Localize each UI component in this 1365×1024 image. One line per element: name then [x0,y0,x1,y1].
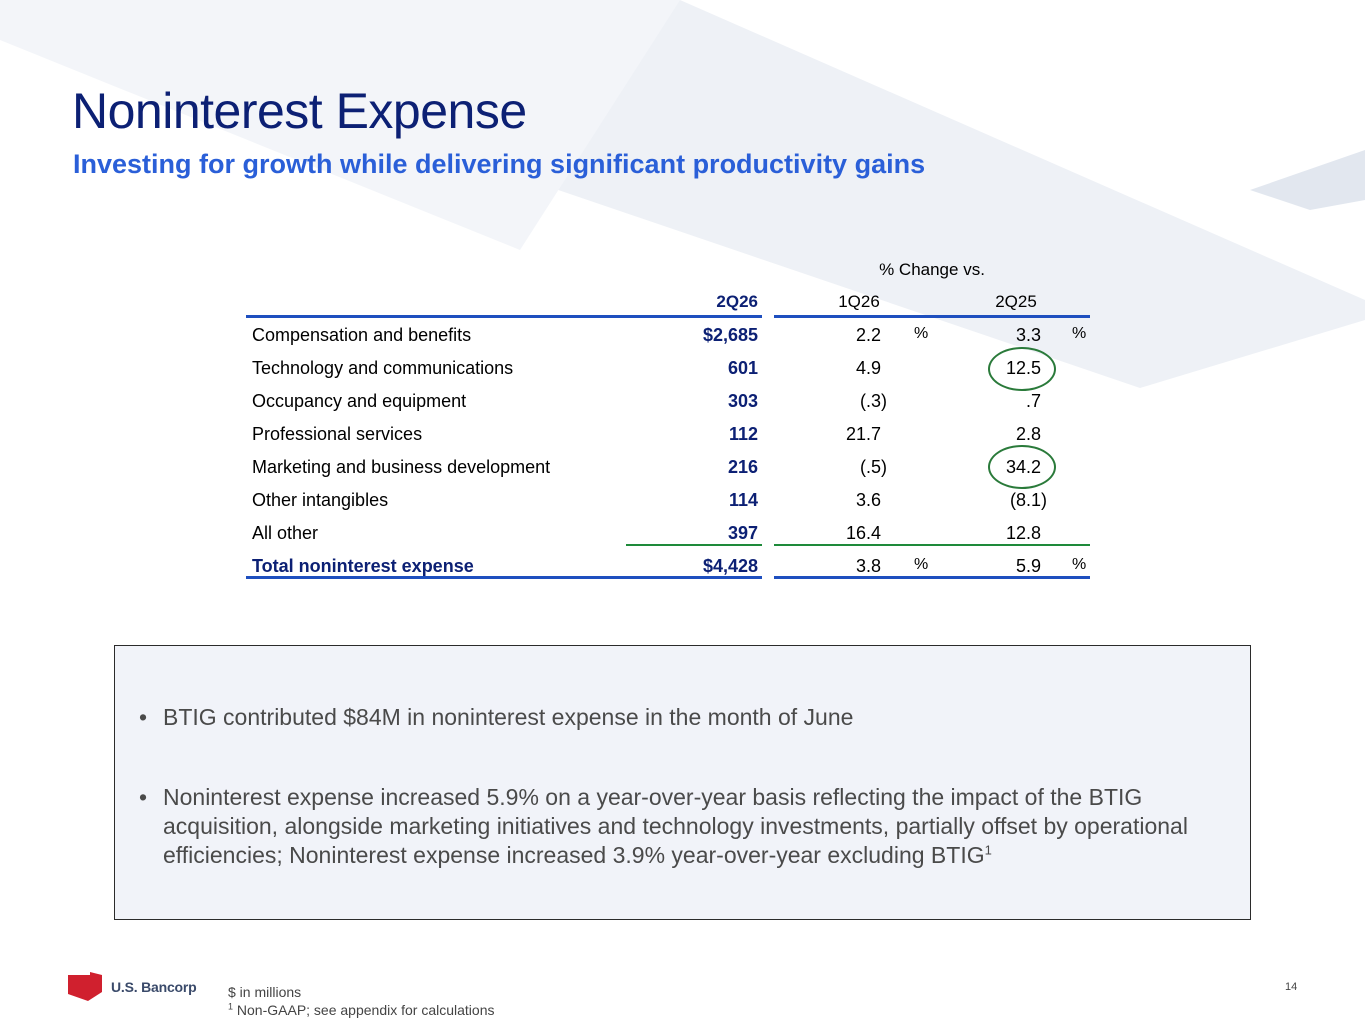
table-row: Other intangibles 114 3.6 (8.1) [246,484,1096,517]
value-2q26: 601 [727,358,758,378]
highlight-circle [988,347,1056,391]
page-number: 14 [1285,981,1298,993]
change-2q25: 5.9 [1015,556,1041,576]
bullet-text: BTIG contributed $84M in noninterest exp… [163,704,854,730]
page-subtitle: Investing for growth while delivering si… [73,149,926,179]
col-header-1q26: 1Q26 [838,292,880,311]
shield-logo-icon [68,972,102,1001]
value-2q26: 114 [728,490,758,510]
row-label: Technology and communications [252,358,514,378]
total-rule-right [774,544,1090,546]
page-title: Noninterest Expense [72,83,527,139]
bottom-rule-right [774,576,1090,579]
change-2q25: 2.8 [1015,424,1041,444]
table-row: Technology and communications 601 4.9 12… [246,352,1096,385]
change-1q26: 2.2 [855,325,881,345]
change-2q25: .7 [1025,391,1041,411]
change-2q25: 12.8 [1005,523,1041,543]
change-2q25: (8.1) [1009,490,1047,510]
change-1q26: 16.4 [845,523,881,543]
change-2q25: 3.3 [1015,325,1041,345]
change-1q26: 21.7 [845,424,881,444]
value-2q26: 303 [727,391,758,411]
footnote-text: Non-GAAP; see appendix for calculations [233,1002,495,1018]
row-label: Total noninterest expense [252,556,474,576]
commentary-box: • BTIG contributed $84M in noninterest e… [114,645,1251,920]
table-row: All other 397 16.4 12.8 [246,517,1096,550]
change-1q26: (.5) [860,457,887,477]
change-header: % Change vs. [879,260,985,279]
highlight-circle [988,445,1056,489]
bullet-dot: • [139,784,148,810]
change-1q26: 3.6 [855,490,881,510]
bullet-text-wrapper: Noninterest expense increased 5.9% on a … [139,783,1219,870]
row-label: Other intangibles [252,490,389,510]
table-row: Marketing and business development 216 (… [246,451,1096,484]
table-row-total: Total noninterest expense $4,428 3.8 % 5… [246,550,1096,583]
footnotes: $ in millions 1 Non-GAAP; see appendix f… [228,983,495,1019]
col-header-2q25: 2Q25 [995,292,1037,311]
percent-sign: % [914,325,929,342]
value-2q26: 397 [727,523,758,543]
footnote-units: $ in millions [228,984,302,1000]
value-2q26: $4,428 [702,556,758,576]
bottom-rule-left [246,576,762,579]
row-label: All other [252,523,319,543]
total-rule-left [626,544,762,546]
col-header-2q26: 2Q26 [716,292,758,311]
row-label: Occupancy and equipment [252,391,467,411]
row-label: Compensation and benefits [252,325,472,345]
change-1q26: 4.9 [855,358,881,378]
table-row: Professional services 112 21.7 2.8 [246,418,1096,451]
header-rule-left [246,315,762,318]
us-bancorp-logo: U.S. Bancorp [68,972,197,1001]
value-2q26: 112 [728,424,758,444]
bullet-text: Noninterest expense increased 5.9% on a … [163,784,1188,868]
value-2q26: $2,685 [702,325,758,345]
table-row: Compensation and benefits $2,685 2.2 % 3… [246,319,1096,352]
change-1q26: (.3) [860,391,887,411]
row-label: Professional services [252,424,423,444]
row-label: Marketing and business development [252,457,551,477]
bullet-dot: • [139,704,148,730]
footnote-nongaap: 1 Non-GAAP; see appendix for calculation… [228,1001,495,1019]
footnote-marker: 1 [984,842,992,858]
percent-sign: % [1072,556,1087,573]
percent-sign: % [914,556,929,573]
logo-text: U.S. Bancorp [111,978,197,995]
bullet-item: • BTIG contributed $84M in noninterest e… [139,703,1219,732]
header-rule-right [774,315,1090,318]
bullet-item: • Noninterest expense increased 5.9% on … [139,783,1219,870]
footnote-marker: 1 [228,1001,234,1012]
percent-sign: % [1072,325,1087,342]
table-row: Occupancy and equipment 303 (.3) .7 [246,385,1096,418]
value-2q26: 216 [727,457,758,477]
change-1q26: 3.8 [855,556,881,576]
